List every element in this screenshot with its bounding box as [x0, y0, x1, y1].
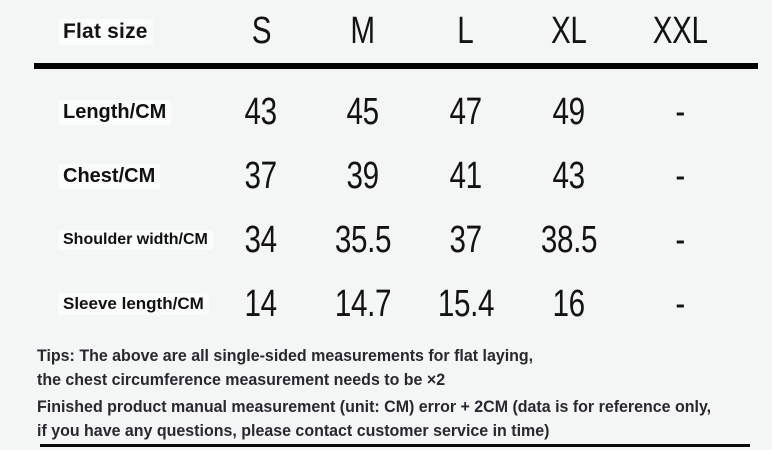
- flat-size-label: Flat size: [58, 18, 153, 45]
- value-cell: 16: [517, 283, 620, 326]
- value-cell: -: [620, 283, 740, 326]
- value-cell: 14: [211, 283, 311, 326]
- tips-line-4: if you have any questions, please contac…: [37, 421, 550, 440]
- value: 37: [449, 218, 482, 261]
- value: 37: [244, 154, 278, 197]
- column-header-xxl: XXL: [620, 10, 740, 53]
- table-row-sleeve-length: Sleeve length/CM 14 14.7 15.4 16 -: [0, 272, 772, 336]
- value-cell: 43: [211, 91, 311, 134]
- row-label-cell: Sleeve length/CM: [0, 293, 211, 315]
- value: 16: [552, 282, 585, 325]
- value: 34: [244, 218, 278, 261]
- value-cell: -: [620, 219, 740, 262]
- tips-line-1: Tips: The above are all single-sided mea…: [37, 346, 534, 365]
- tips-line-2: the chest circumference measurement need…: [37, 370, 446, 389]
- value-cell: 38.5: [517, 219, 620, 262]
- row-label-cell: Length/CM: [0, 99, 211, 125]
- value-cell: -: [620, 91, 740, 134]
- value-cell: 43: [517, 155, 620, 198]
- value-cell: 37: [211, 155, 311, 198]
- value: 45: [346, 90, 379, 133]
- value: -: [675, 282, 685, 325]
- value: -: [675, 90, 685, 133]
- value: 49: [552, 90, 585, 133]
- table-row-chest: Chest/CM 37 39 41 43 -: [0, 144, 772, 208]
- tips-paragraph-measurement: Tips: The above are all single-sided mea…: [37, 344, 728, 392]
- column-header-s-label: S: [251, 10, 271, 52]
- column-header-xxl-label: XXL: [652, 10, 708, 52]
- value-cell: 35.5: [311, 219, 414, 262]
- value: 47: [449, 90, 482, 133]
- table-row-length: Length/CM 43 45 47 49 -: [0, 80, 772, 144]
- value-cell: -: [620, 155, 740, 198]
- tips-paragraph-error: Finished product manual measurement (uni…: [37, 395, 728, 443]
- value: 35.5: [334, 218, 391, 261]
- value-cell: 14.7: [311, 283, 414, 326]
- row-label: Length/CM: [58, 99, 172, 125]
- value: 43: [244, 90, 278, 133]
- column-header-xl: XL: [517, 10, 620, 53]
- column-header-l: L: [414, 10, 517, 53]
- column-header-m: M: [311, 10, 414, 53]
- tips-line-3: Finished product manual measurement (uni…: [37, 397, 712, 416]
- table-body: Length/CM 43 45 47 49 - Chest/CM 37 39 4…: [0, 69, 772, 336]
- value: 41: [449, 154, 482, 197]
- table-row-shoulder-width: Shoulder width/CM 34 35.5 37 38.5 -: [0, 208, 772, 272]
- value-cell: 49: [517, 91, 620, 134]
- value: -: [675, 154, 685, 197]
- value: 15.4: [437, 282, 494, 325]
- column-header-xl-label: XL: [550, 10, 587, 52]
- value: -: [675, 218, 685, 261]
- corner-header-cell: Flat size: [0, 18, 211, 45]
- row-label: Sleeve length/CM: [58, 293, 209, 315]
- value-cell: 39: [311, 155, 414, 198]
- row-label: Shoulder width/CM: [58, 230, 213, 250]
- value-cell: 47: [414, 91, 517, 134]
- row-label-cell: Chest/CM: [0, 163, 211, 189]
- bottom-divider: [40, 444, 750, 447]
- value: 14.7: [334, 282, 391, 325]
- value-cell: 45: [311, 91, 414, 134]
- value: 43: [552, 154, 585, 197]
- column-header-m-label: M: [350, 10, 375, 52]
- column-header-s: S: [211, 10, 311, 53]
- row-label-cell: Shoulder width/CM: [0, 230, 213, 250]
- row-label: Chest/CM: [58, 163, 161, 189]
- column-header-l-label: L: [457, 10, 474, 52]
- value-cell: 41: [414, 155, 517, 198]
- value: 14: [244, 282, 278, 325]
- value: 38.5: [540, 218, 597, 261]
- value: 39: [346, 154, 379, 197]
- table-header-row: Flat size S M L XL XXL: [0, 0, 772, 63]
- header-divider: [34, 63, 758, 69]
- value-cell: 37: [414, 219, 517, 262]
- tips-block: Tips: The above are all single-sided mea…: [37, 344, 728, 443]
- value-cell: 15.4: [414, 283, 517, 326]
- value-cell: 34: [211, 219, 311, 262]
